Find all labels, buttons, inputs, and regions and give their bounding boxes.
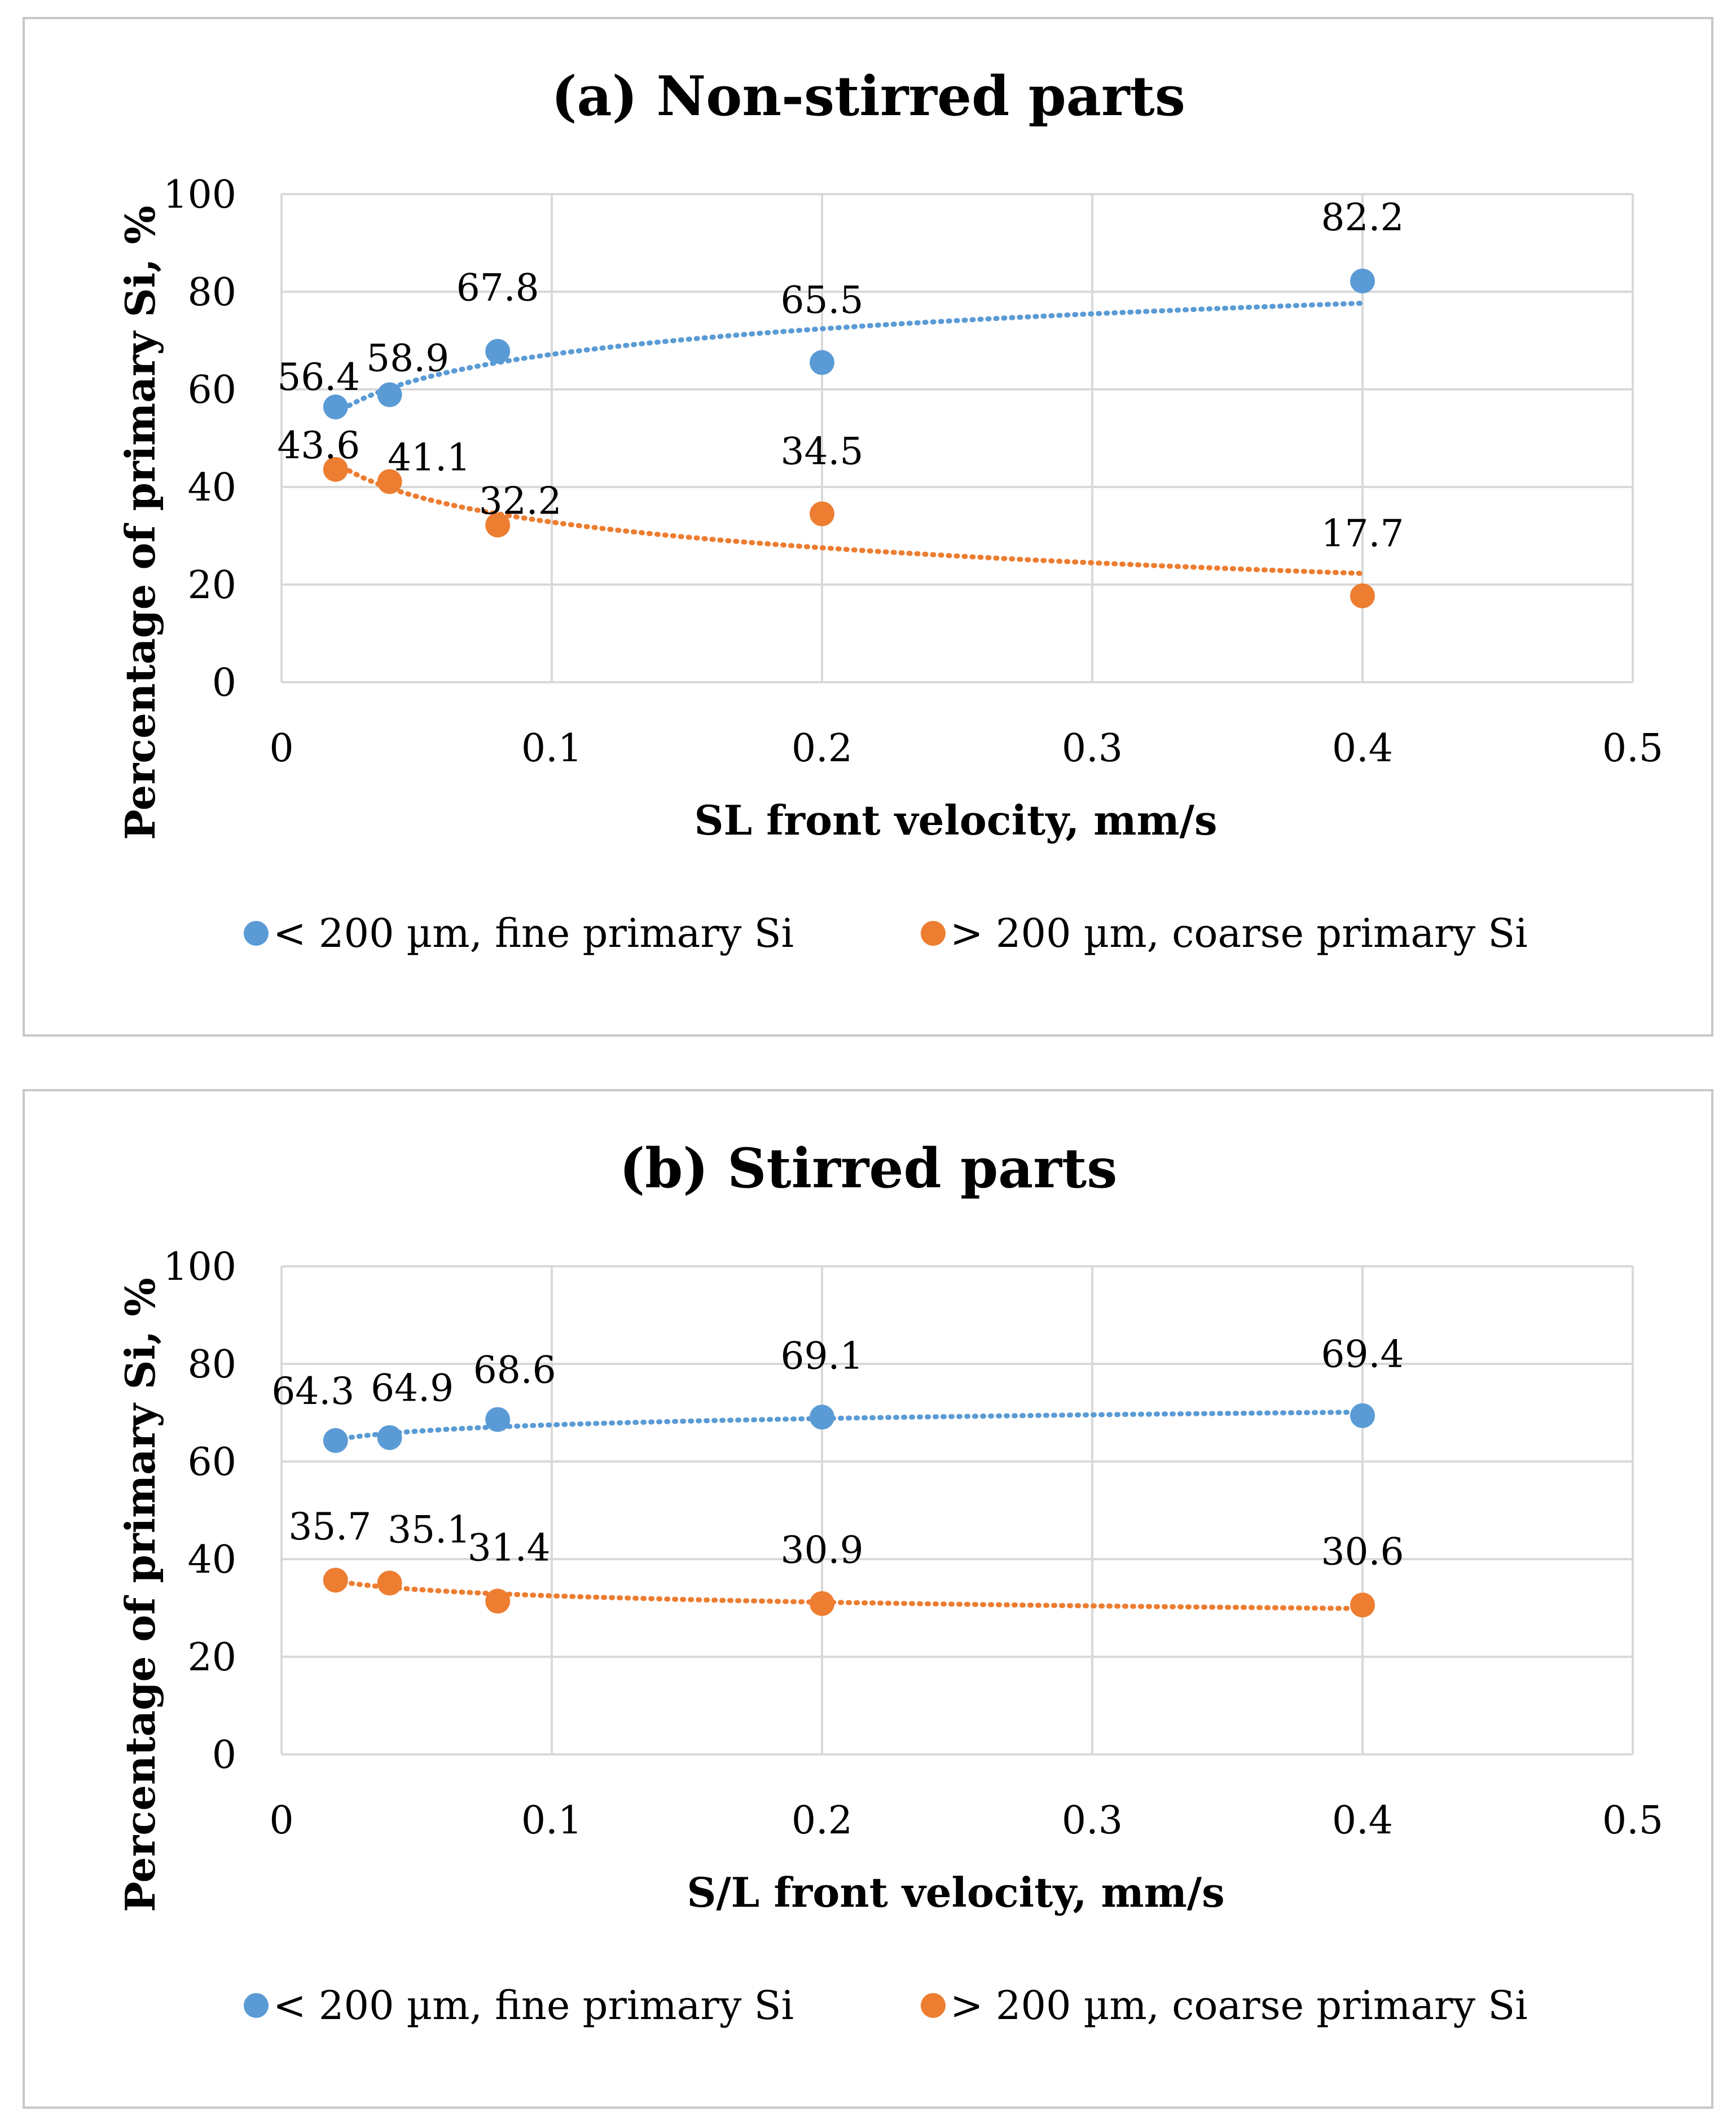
data-point-coarse bbox=[810, 1591, 834, 1616]
x-tick-label: 0.4 bbox=[1332, 726, 1393, 771]
x-tick-label: 0.2 bbox=[792, 726, 852, 771]
data-label: 58.9 bbox=[366, 337, 449, 380]
data-point-fine bbox=[1350, 1403, 1375, 1428]
legend-marker-coarse bbox=[921, 921, 946, 946]
data-point-coarse bbox=[810, 501, 834, 526]
data-point-coarse bbox=[377, 1570, 402, 1596]
data-point-coarse bbox=[485, 1588, 511, 1614]
y-tick-label: 0 bbox=[212, 661, 236, 705]
chart-title: (a) Non-stirred parts bbox=[551, 64, 1185, 128]
y-tick-label: 0 bbox=[212, 1733, 236, 1778]
data-point-coarse bbox=[485, 512, 511, 538]
data-point-coarse bbox=[323, 457, 348, 482]
data-label: 67.8 bbox=[456, 266, 539, 310]
y-tick-label: 80 bbox=[187, 1342, 236, 1387]
data-label: 82.2 bbox=[1321, 196, 1404, 239]
legend-marker-coarse bbox=[921, 1993, 946, 2018]
data-point-fine bbox=[377, 1425, 402, 1450]
y-tick-label: 20 bbox=[187, 563, 236, 608]
y-tick-label: 20 bbox=[187, 1635, 236, 1680]
data-point-coarse bbox=[1350, 583, 1375, 608]
y-tick-label: 40 bbox=[187, 466, 236, 510]
data-label: 30.9 bbox=[781, 1529, 864, 1572]
x-axis-label: S/L front velocity, mm/s bbox=[687, 1868, 1224, 1916]
data-label: 56.4 bbox=[277, 356, 360, 399]
chart-title: (b) Stirred parts bbox=[619, 1136, 1118, 1200]
legend-marker-fine bbox=[244, 921, 269, 946]
legend-label-coarse: > 200 µm, coarse primary Si bbox=[950, 1982, 1528, 2029]
x-tick-label: 0 bbox=[269, 726, 293, 771]
x-tick-label: 0.2 bbox=[792, 1798, 852, 1843]
x-tick-label: 0.3 bbox=[1062, 1798, 1123, 1843]
data-point-fine bbox=[810, 1405, 834, 1430]
legend-marker-fine bbox=[244, 1993, 269, 2018]
legend-label-coarse: > 200 µm, coarse primary Si bbox=[950, 910, 1528, 956]
legend-label-fine: < 200 µm, fine primary Si bbox=[273, 1982, 794, 2029]
data-point-fine bbox=[485, 339, 511, 364]
data-point-fine bbox=[323, 394, 348, 420]
x-tick-label: 0 bbox=[269, 1798, 293, 1843]
data-label: 34.5 bbox=[781, 430, 864, 473]
x-axis-label: SL front velocity, mm/s bbox=[694, 796, 1217, 844]
data-label: 43.6 bbox=[277, 424, 360, 467]
data-label: 30.6 bbox=[1321, 1530, 1404, 1573]
y-tick-label: 80 bbox=[187, 270, 236, 315]
data-label: 64.3 bbox=[271, 1370, 354, 1413]
data-label: 64.9 bbox=[371, 1367, 454, 1410]
data-label: 65.5 bbox=[781, 278, 864, 322]
x-tick-label: 0.3 bbox=[1062, 726, 1123, 771]
data-label: 69.1 bbox=[781, 1334, 864, 1377]
chart-panel-a: (a) Non-stirred parts 0 20 40 60 80 100 0 0.1 0.2… bbox=[23, 17, 1713, 1037]
data-label: 17.7 bbox=[1321, 512, 1404, 555]
x-tick-label: 0.1 bbox=[521, 1798, 582, 1843]
y-tick-label: 40 bbox=[187, 1538, 236, 1582]
data-point-fine bbox=[323, 1428, 348, 1453]
chart-b-svg: (b) Stirred parts 0 20 40 60 80 100 0 0.1 0.2 0.3 0… bbox=[116, 1136, 1663, 2029]
x-tick-label: 0.5 bbox=[1602, 726, 1663, 771]
x-tick-label: 0.5 bbox=[1602, 1798, 1663, 1843]
data-label: 35.1 bbox=[388, 1508, 471, 1551]
data-label: 41.1 bbox=[388, 436, 471, 479]
data-point-fine bbox=[377, 382, 402, 407]
data-label: 68.6 bbox=[473, 1349, 556, 1392]
data-point-coarse bbox=[1350, 1592, 1375, 1618]
data-point-fine bbox=[485, 1407, 511, 1432]
y-tick-label: 60 bbox=[187, 1440, 236, 1485]
data-label: 31.4 bbox=[468, 1526, 551, 1569]
x-tick-label: 0.1 bbox=[521, 726, 582, 771]
y-axis-label: Percentage of primary Si, % bbox=[116, 1278, 164, 1912]
data-point-fine bbox=[1350, 268, 1375, 293]
y-tick-label: 100 bbox=[163, 173, 236, 217]
y-axis-label: Percentage of primary Si, % bbox=[116, 205, 164, 840]
chart-panel-b: (b) Stirred parts 0 20 40 60 80 100 0 0.1 0.2 0.3 0… bbox=[23, 1089, 1713, 2109]
trendline-coarse bbox=[333, 460, 1365, 576]
data-label: 32.2 bbox=[479, 479, 562, 523]
x-tick-label: 0.4 bbox=[1332, 1798, 1393, 1843]
data-point-coarse bbox=[377, 469, 402, 494]
legend-label-fine: < 200 µm, fine primary Si bbox=[273, 910, 794, 956]
y-tick-label: 60 bbox=[187, 368, 236, 412]
data-label: 35.7 bbox=[288, 1505, 371, 1548]
data-point-fine bbox=[810, 350, 834, 375]
y-tick-label: 100 bbox=[163, 1245, 236, 1289]
data-point-coarse bbox=[323, 1568, 348, 1593]
trendline-fine bbox=[333, 300, 1365, 416]
data-label: 69.4 bbox=[1321, 1333, 1404, 1376]
chart-a-svg: (a) Non-stirred parts 0 20 40 60 80 100 0 0.1 0.2… bbox=[116, 64, 1663, 956]
